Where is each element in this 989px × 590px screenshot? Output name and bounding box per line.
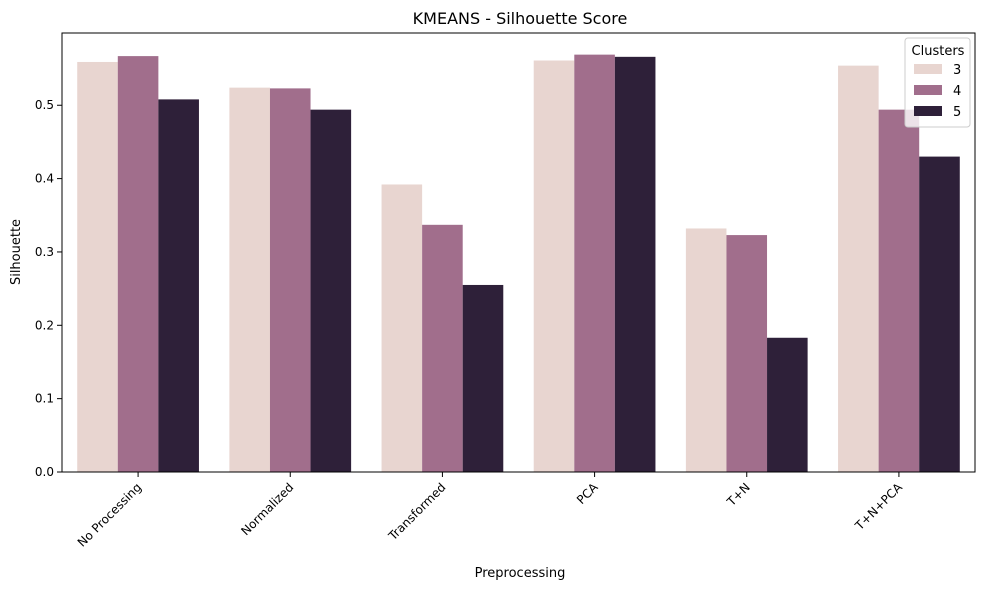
bar-5-3 (614, 56, 656, 472)
bar-4-2 (422, 224, 463, 472)
bar-5-1 (310, 109, 352, 473)
x-tick-label: T+N+PCA (852, 480, 906, 534)
x-axis-label: Preprocessing (475, 566, 566, 581)
x-tick-label: Normalized (238, 480, 296, 538)
plot-frame (61, 32, 976, 473)
y-tick-label: 0.2 (35, 318, 54, 332)
bars-group (77, 54, 960, 473)
legend-swatch-3 (914, 64, 942, 74)
legend-frame (904, 37, 971, 128)
chart-title: KMEANS - Silhouette Score (413, 9, 628, 28)
bar-3-5 (838, 65, 879, 472)
y-tick-label: 0.3 (35, 245, 54, 259)
bar-3-4 (685, 228, 727, 472)
bar-3-0 (77, 61, 118, 472)
bar-4-1 (269, 88, 311, 473)
y-tick-label: 0.5 (35, 98, 54, 112)
bar-3-3 (533, 60, 575, 473)
x-tick-label: PCA (574, 480, 601, 507)
y-axis-label: Silhouette (9, 219, 24, 285)
y-tick-label: 0.0 (35, 465, 54, 479)
y-tick-label: 0.4 (35, 172, 54, 186)
bar-4-3 (574, 54, 615, 472)
bar-5-0 (158, 99, 199, 473)
legend-swatch-5 (914, 106, 942, 116)
x-tick-label: T+N (724, 480, 753, 509)
legend: Clusters 3 4 5 (904, 37, 971, 128)
legend-items: 3 4 5 (914, 63, 961, 120)
x-tick-label: No Processing (75, 480, 144, 549)
bar-3-2 (381, 184, 423, 472)
x-tick-label: Transformed (385, 480, 448, 543)
bar-5-4 (767, 337, 808, 472)
legend-label-3: 3 (953, 63, 961, 78)
legend-label-4: 4 (953, 84, 961, 99)
y-tick-label: 0.1 (35, 392, 54, 406)
bar-5-2 (462, 284, 504, 472)
bar-4-5 (878, 109, 920, 473)
x-ticks-group: No Processing Normalized Transformed PCA T+N… (75, 472, 906, 550)
legend-swatch-4 (914, 85, 942, 95)
bar-3-1 (229, 87, 270, 472)
legend-title: Clusters (912, 44, 965, 59)
legend-label-5: 5 (953, 105, 961, 120)
bar-4-4 (726, 235, 768, 472)
y-ticks-group: 0.0 0.1 0.2 0.3 0.4 0.5 (35, 98, 62, 479)
axes-group (61, 32, 976, 473)
bar-4-0 (117, 56, 159, 473)
bar-5-5 (919, 156, 960, 472)
